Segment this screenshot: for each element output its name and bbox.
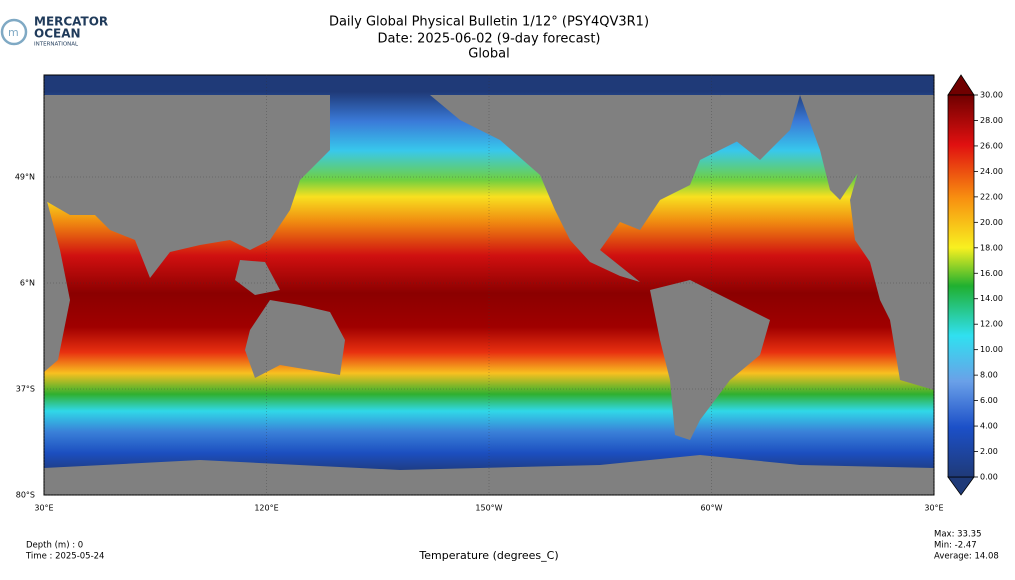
land (245, 300, 345, 378)
colorbar-tick-label: 14.00 (980, 294, 1003, 303)
colorbar-tick-label: 4.00 (980, 422, 998, 431)
title: Date: 2025-06-02 (9-day forecast) (378, 32, 601, 47)
land (235, 260, 280, 295)
stat: Min: -2.47 (934, 541, 977, 551)
logo: m MERCATOR OCEAN INTERNATIONAL (0, 15, 108, 48)
colorbar-extend-min (947, 476, 975, 496)
stat: Average: 14.08 (934, 552, 999, 562)
land (720, 95, 800, 160)
title: Global (468, 47, 509, 62)
lat-tick-label: 37°S (16, 385, 35, 394)
colorbar-tick-label: 0.00 (980, 473, 998, 482)
logo-text: MERCATOR (34, 15, 108, 29)
depth: Depth (m) : 0 (26, 541, 83, 551)
land (44, 95, 330, 278)
colorbar-label: Temperature (degrees_C) (418, 549, 558, 562)
colorbar-tick-label: 8.00 (980, 371, 998, 380)
lon-tick-label: 120°E (254, 504, 278, 513)
colorbar-scale (947, 94, 975, 478)
title: Daily Global Physical Bulletin 1/12° (PS… (329, 15, 649, 30)
colorbar (947, 74, 975, 496)
land (850, 160, 934, 390)
lon-tick-label: 60°W (700, 504, 722, 513)
colorbar-tick-label: 12.00 (980, 320, 1003, 329)
time: Time : 2025-05-24 (25, 552, 104, 562)
colorbar-tick-label: 30.00 (980, 91, 1003, 100)
colorbar-tick-label: 10.00 (980, 345, 1003, 354)
land (430, 95, 740, 282)
colorbar-tick-label: 6.00 (980, 396, 998, 405)
colorbar-extend-max (947, 74, 975, 96)
colorbar-tick-label: 16.00 (980, 269, 1003, 278)
colorbar-tick-label: 20.00 (980, 218, 1003, 227)
lon-tick-label: 150°W (475, 504, 502, 513)
logo-icon-letter: m (8, 26, 19, 39)
logo-text: INTERNATIONAL (34, 42, 79, 48)
lon-tick-label: 30°E (34, 504, 53, 513)
land (44, 190, 70, 372)
logo-text: OCEAN (34, 27, 81, 41)
lon-tick-label: 30°E (924, 504, 943, 513)
land (650, 280, 770, 440)
logo-icon (0, 18, 28, 46)
colorbar-tick-label: 24.00 (980, 167, 1003, 176)
colorbar-tick-label: 18.00 (980, 243, 1003, 252)
colorbar-tick-label: 28.00 (980, 116, 1003, 125)
stat: Max: 33.35 (934, 530, 981, 540)
colorbar-tick-label: 2.00 (980, 447, 998, 456)
lat-tick-label: 49°N (15, 173, 35, 182)
lat-tick-label: 80°S (16, 491, 35, 500)
lat-tick-label: 6°N (20, 279, 35, 288)
land (800, 95, 934, 200)
colorbar-tick-label: 22.00 (980, 192, 1003, 201)
colorbar-tick-label: 26.00 (980, 141, 1003, 150)
